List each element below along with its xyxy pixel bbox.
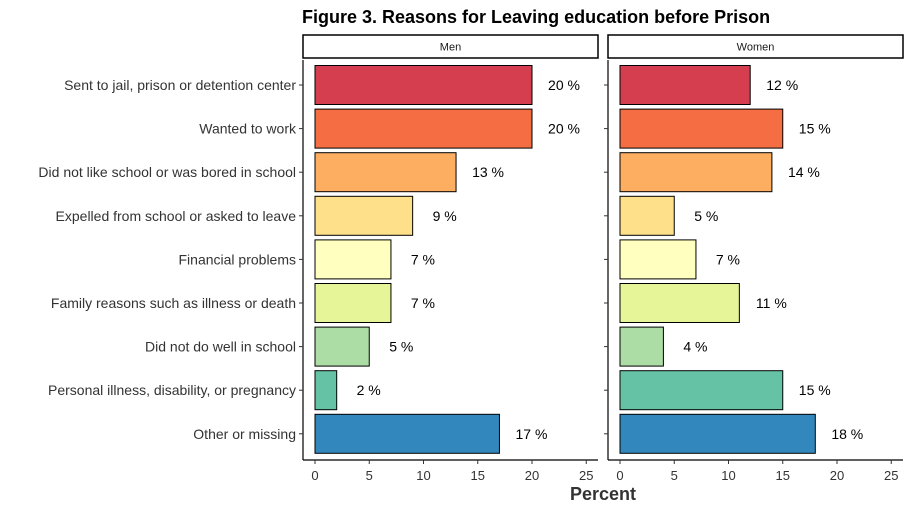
category-label-5: Financial problems: [179, 251, 297, 267]
category-label-7: Did not do well in school: [145, 339, 296, 355]
category-label-3: Did not like school or was bored in scho…: [38, 164, 296, 180]
panel-women: Women 0 5 10 15 20 25 12 % 15 % 14 % 5 % 7 % 11 % 4 %…: [604, 34, 904, 483]
value-label-women-3: 14 %: [788, 164, 820, 180]
value-label-men-8: 2 %: [357, 382, 381, 398]
facet-strip-women: [607, 34, 904, 59]
bar-men-2: [314, 108, 533, 149]
value-label-men-7: 5 %: [389, 339, 413, 355]
facet-strip-men: [302, 34, 599, 59]
bar-women-6: [619, 283, 740, 323]
bar-women-1: [619, 65, 751, 105]
plot-area: Men 0 5 10 15 20 25 20 % 20 % 13 % 9 % 7 % 7 % 5 % 2 %…: [38, 34, 904, 483]
bar-men-9: [314, 413, 500, 454]
x-tick-label-men-15: 15: [471, 468, 485, 483]
x-tick-label-men-0: 0: [311, 468, 318, 483]
category-label-2: Wanted to work: [199, 121, 297, 137]
bar-women-3: [619, 152, 773, 193]
bar-men-6: [314, 283, 392, 323]
value-label-men-6: 7 %: [411, 295, 435, 311]
value-label-women-6: 11 %: [756, 295, 787, 311]
value-label-women-7: 4 %: [683, 339, 707, 355]
category-label-4: Expelled from school or asked to leave: [56, 208, 297, 224]
category-label-6: Family reasons such as illness or death: [51, 295, 296, 311]
bar-women-8: [619, 370, 784, 411]
value-label-men-9: 17 %: [515, 426, 547, 442]
value-label-men-5: 7 %: [411, 251, 435, 267]
value-label-women-4: 5 %: [694, 208, 718, 224]
x-tick-label-women-25: 25: [884, 468, 898, 483]
value-label-women-8: 15 %: [799, 382, 831, 398]
chart-title: Figure 3. Reasons for Leaving education …: [302, 7, 770, 27]
bar-men-3: [314, 152, 457, 193]
x-tick-label-men-10: 10: [416, 468, 430, 483]
facet-label-men: Men: [440, 42, 461, 54]
bar-women-2: [619, 108, 784, 149]
value-label-women-5: 7 %: [716, 251, 740, 267]
x-tick-label-women-10: 10: [721, 468, 735, 483]
bar-men-5: [314, 239, 392, 280]
x-tick-label-men-5: 5: [366, 468, 373, 483]
bar-women-7: [619, 326, 664, 367]
category-label-1: Sent to jail, prison or detention center: [64, 77, 296, 93]
category-label-9: Other or missing: [193, 426, 296, 442]
panel-men: Men 0 5 10 15 20 25 20 % 20 % 13 % 9 % 7 % 7 % 5 % 2 %…: [299, 34, 599, 483]
value-label-men-2: 20 %: [548, 121, 580, 137]
x-tick-label-women-20: 20: [830, 468, 844, 483]
bar-men-1: [314, 65, 533, 105]
value-label-women-1: 12 %: [766, 77, 798, 93]
value-label-men-4: 9 %: [433, 208, 457, 224]
x-tick-label-men-20: 20: [525, 468, 539, 483]
x-tick-label-women-5: 5: [671, 468, 678, 483]
x-tick-label-women-15: 15: [776, 468, 790, 483]
bar-women-5: [619, 239, 697, 280]
x-tick-label-men-25: 25: [579, 468, 593, 483]
x-tick-label-women-0: 0: [616, 468, 623, 483]
bar-women-9: [619, 413, 816, 454]
bar-men-4: [314, 195, 414, 236]
value-label-men-1: 20 %: [548, 77, 580, 93]
category-label-8: Personal illness, disability, or pregnan…: [48, 382, 296, 398]
bar-women-4: [619, 195, 675, 236]
bar-men-7: [314, 326, 370, 367]
value-label-women-2: 15 %: [799, 121, 831, 137]
value-label-men-3: 13 %: [472, 164, 504, 180]
bar-men-8: [314, 370, 338, 411]
category-labels: Sent to jail, prison or detention center…: [38, 77, 297, 442]
facet-label-women: Women: [737, 42, 775, 54]
x-axis-title: Percent: [570, 484, 636, 504]
value-label-women-9: 18 %: [831, 426, 863, 442]
